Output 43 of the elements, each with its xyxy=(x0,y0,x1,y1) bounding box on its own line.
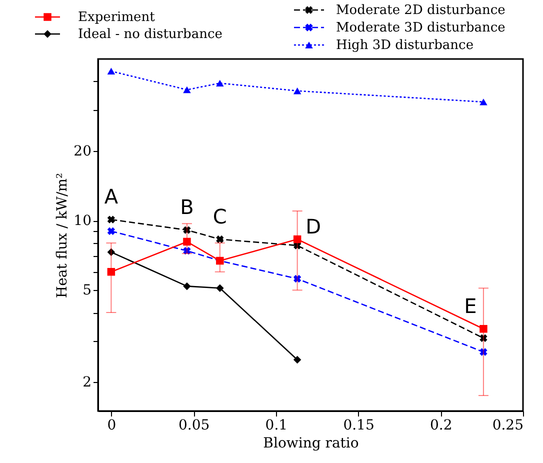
point xyxy=(107,227,116,235)
point xyxy=(216,284,224,292)
point xyxy=(107,216,116,224)
annotation: E xyxy=(464,294,477,318)
point xyxy=(183,282,191,290)
x-tick-label: 0.2 xyxy=(430,418,452,434)
point xyxy=(216,235,224,244)
point xyxy=(183,238,191,246)
point xyxy=(293,274,302,283)
point xyxy=(480,324,488,333)
x-tick-label: 0.25 xyxy=(492,418,524,434)
x-tick-label: 0 xyxy=(107,418,116,434)
legend-label: Moderate 3D disturbance xyxy=(336,20,506,36)
legend-label: High 3D disturbance xyxy=(336,38,474,53)
y-tick-label: 2 xyxy=(82,374,92,391)
point xyxy=(480,98,488,106)
x-tick-label: 0.15 xyxy=(343,418,374,434)
point xyxy=(216,80,224,87)
point xyxy=(107,68,116,75)
point xyxy=(480,334,488,342)
point xyxy=(480,348,488,356)
legend-label: Moderate 2D disturbance xyxy=(336,3,506,18)
point xyxy=(293,235,302,244)
point xyxy=(293,356,302,364)
annotation: C xyxy=(212,204,227,228)
x-tick-label: 0.1 xyxy=(265,418,288,434)
annotation: A xyxy=(104,184,118,209)
point xyxy=(293,88,302,94)
point xyxy=(183,226,191,234)
legend-label: Ideal - no disturbance xyxy=(78,27,223,42)
y-tick-label: 5 xyxy=(82,282,92,299)
y-tick-label: 10 xyxy=(74,213,92,230)
x-axis-title: Blowing ratio xyxy=(263,436,359,452)
y-tick-label: 20 xyxy=(74,143,92,160)
point xyxy=(107,268,116,276)
y-axis-title: Heat flux / kW/m² xyxy=(54,172,71,298)
annotation: B xyxy=(180,195,194,220)
annotation: D xyxy=(306,214,322,238)
point xyxy=(183,86,191,94)
legend-label: Experiment xyxy=(78,10,156,25)
point xyxy=(183,246,191,255)
x-tick-label: 0.05 xyxy=(178,418,210,434)
point xyxy=(107,248,116,256)
